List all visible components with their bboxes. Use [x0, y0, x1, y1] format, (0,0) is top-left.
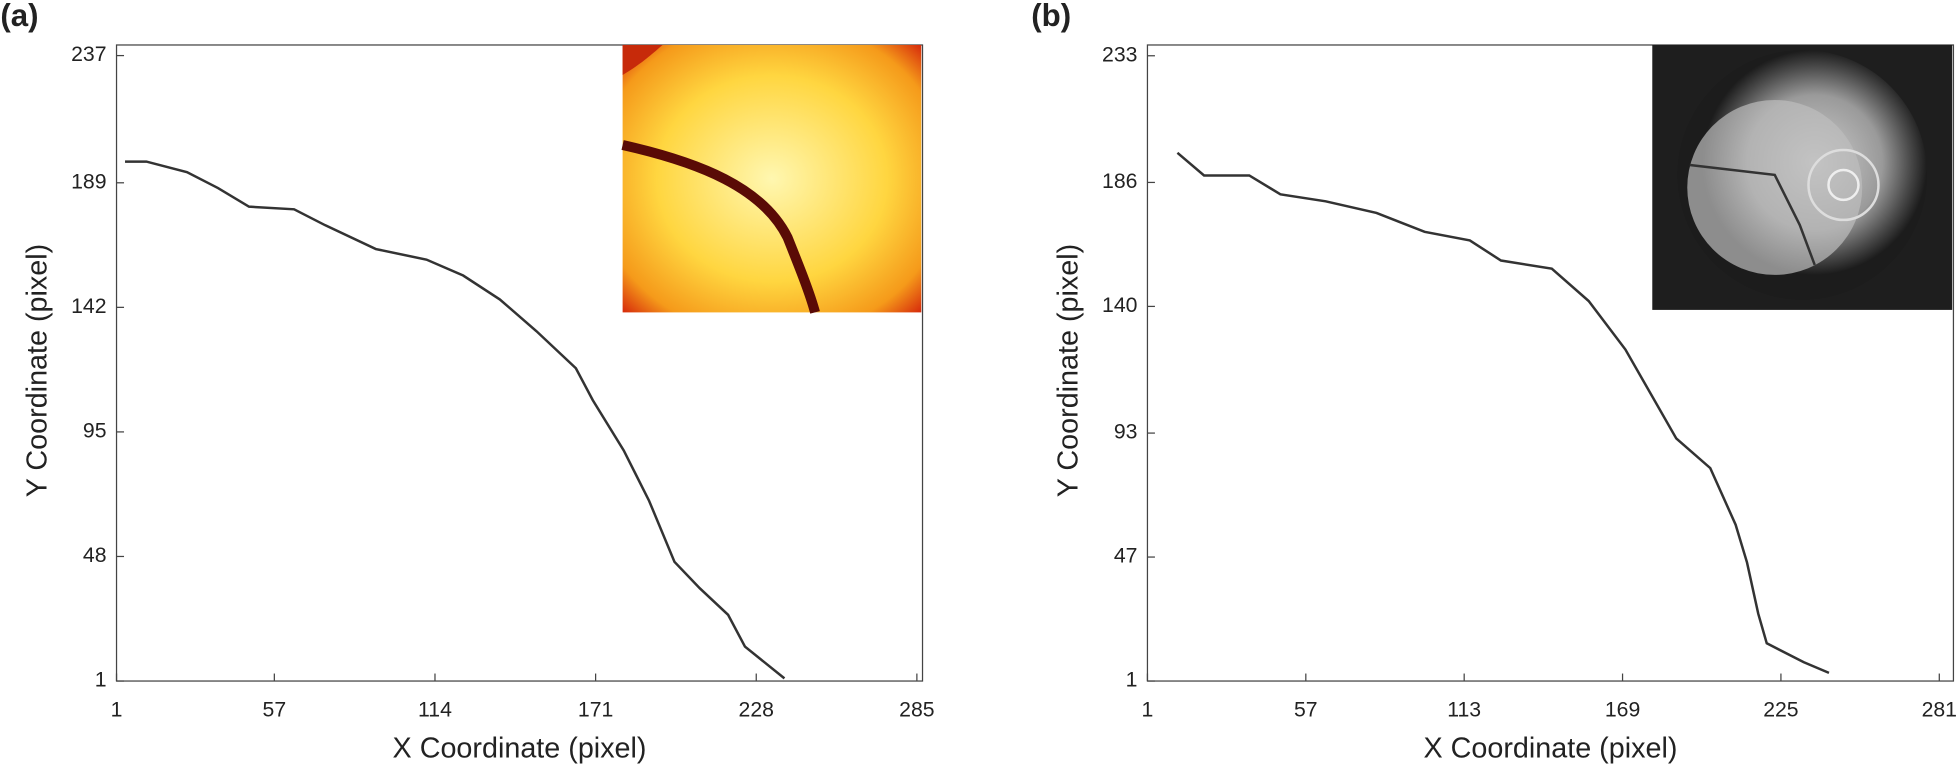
y-tick-label: 48 [83, 543, 107, 567]
panel-label: (b) [1031, 0, 1071, 33]
inset-heatmap [621, 44, 922, 314]
y-tick-label: 189 [71, 169, 106, 193]
x-axis-label: X Coordinate (pixel) [1423, 732, 1677, 764]
y-tick-label: 47 [1114, 544, 1138, 568]
y-tick-label: 186 [1102, 169, 1137, 193]
x-tick-label: 225 [1763, 698, 1798, 722]
x-tick-label: 228 [739, 698, 774, 722]
y-tick-label: 1 [95, 668, 107, 692]
y-tick-label: 95 [83, 419, 107, 443]
x-tick-label: 1 [1142, 698, 1154, 722]
y-tick-label: 140 [1102, 293, 1137, 317]
crack-line [1176, 151, 1830, 675]
panel-label: (a) [0, 0, 38, 33]
crack-line [125, 160, 786, 680]
y-tick-label: 93 [1114, 420, 1138, 444]
x-axis-label: X Coordinate (pixel) [393, 732, 647, 764]
y-tick-label: 142 [71, 294, 106, 318]
x-tick-label: 281 [1922, 698, 1957, 722]
x-tick-label: 113 [1447, 698, 1481, 722]
x-tick-label: 169 [1605, 698, 1640, 722]
x-tick-label: 57 [263, 698, 287, 722]
y-axis-label: Y Coordinate (pixel) [22, 244, 54, 497]
y-axis-label: Y Coordinate (pixel) [1053, 244, 1085, 497]
x-tick-label: 1 [111, 698, 123, 722]
x-tick-label: 114 [418, 698, 452, 722]
y-tick-label: 233 [1102, 42, 1137, 66]
y-tick-label: 237 [71, 42, 106, 66]
x-tick-label: 57 [1294, 698, 1318, 722]
x-tick-label: 171 [578, 698, 613, 722]
inset-xray [1652, 44, 1953, 310]
x-tick-label: 285 [899, 698, 934, 722]
y-tick-label: 1 [1126, 668, 1138, 692]
